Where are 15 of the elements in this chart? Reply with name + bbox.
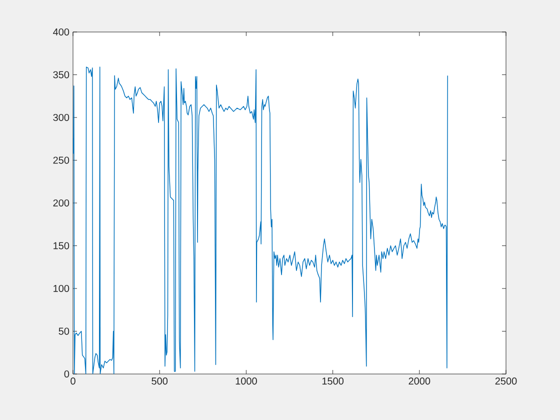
y-tick-label: 100 (54, 284, 70, 292)
x-tick-label: 500 (152, 378, 168, 385)
y-tick-label: 150 (54, 242, 70, 250)
y-tick-label: 0 (64, 370, 70, 378)
x-tick-label: 0 (70, 378, 76, 385)
y-tick-label: 350 (53, 71, 70, 78)
y-tick-label: 250 (53, 156, 70, 164)
x-tick-label: 1500 (322, 378, 344, 385)
x-tick-label: 2000 (408, 378, 430, 385)
x-tick-label: 2500 (495, 378, 517, 385)
y-tick-label: 300 (53, 114, 70, 122)
y-tick-label: 400 (53, 28, 70, 36)
y-tick-label: 200 (53, 199, 70, 207)
y-tick-label: 50 (58, 328, 70, 335)
x-tick-label: 1000 (236, 378, 257, 385)
